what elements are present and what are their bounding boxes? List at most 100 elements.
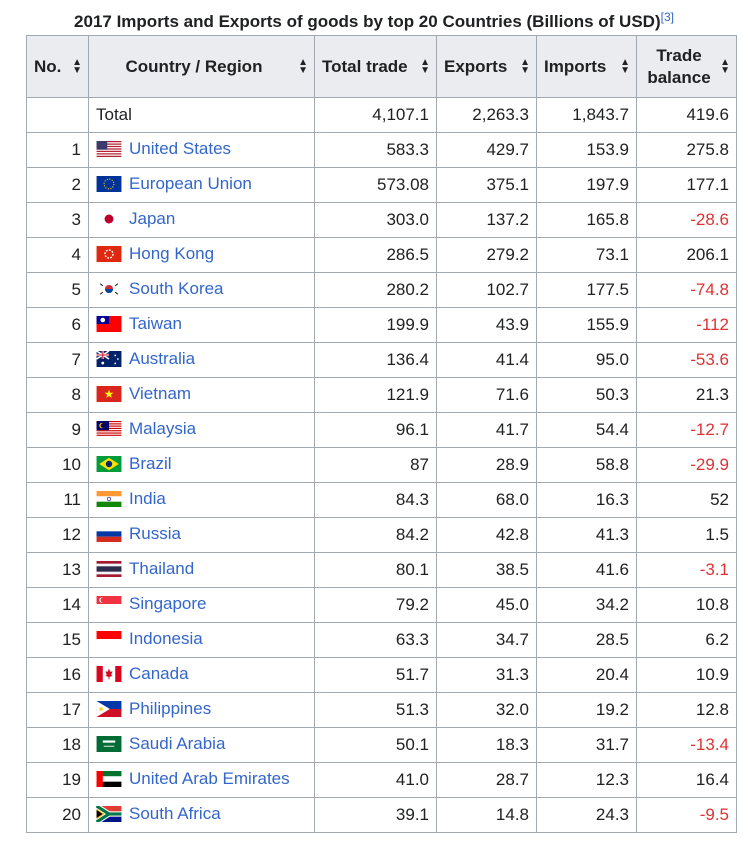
imports-cell: 165.8 [536, 202, 637, 238]
country-link[interactable]: Malaysia [129, 418, 197, 438]
japan-flag-icon [96, 210, 122, 232]
rank-cell: 14 [26, 587, 89, 623]
trade-balance-cell: -53.6 [636, 342, 737, 378]
country-link[interactable]: South Africa [129, 803, 221, 823]
header-no[interactable]: No. ▲ ▼ [26, 35, 89, 98]
table-row: 4 Hong Kong 286.5 279.2 73.1 206.1 [26, 237, 737, 273]
country-cell[interactable]: European Union [88, 167, 315, 203]
brazil-flag-icon [96, 455, 122, 477]
rank-cell: 19 [26, 762, 89, 798]
exports-cell: 43.9 [436, 307, 537, 343]
country-cell[interactable]: South Africa [88, 797, 315, 833]
total-trade-cell: 63.3 [314, 622, 437, 658]
trade-balance-cell: 206.1 [636, 237, 737, 273]
philippines-flag-icon [96, 700, 122, 722]
country-cell[interactable]: United Arab Emirates [88, 762, 315, 798]
country-link[interactable]: Taiwan [129, 313, 182, 333]
table-row: 1 United States 583.3 429.7 153.9 275.8 [26, 132, 737, 168]
imports-cell: 24.3 [536, 797, 637, 833]
country-cell[interactable]: Vietnam [88, 377, 315, 413]
country-link[interactable]: Indonesia [129, 628, 203, 648]
country-link[interactable]: Canada [129, 663, 189, 683]
sort-icon[interactable]: ▲ ▼ [420, 56, 430, 76]
country-link[interactable]: Thailand [129, 558, 195, 578]
country-link[interactable]: Russia [129, 523, 181, 543]
total-trade-cell: 303.0 [314, 202, 437, 238]
exports-cell: 38.5 [436, 552, 537, 588]
table-row: 2 European Union 573.08 375.1 197.9 177.1 [26, 167, 737, 203]
sort-icon[interactable]: ▲ ▼ [620, 56, 630, 76]
exports-cell: 41.4 [436, 342, 537, 378]
country-link[interactable]: Vietnam [129, 383, 192, 403]
country-link[interactable]: Saudi Arabia [129, 733, 226, 753]
rank-cell: 17 [26, 692, 89, 728]
imports-cell: 41.3 [536, 517, 637, 553]
reference-link[interactable]: [3] [660, 10, 674, 24]
country-link[interactable]: Philippines [129, 698, 212, 718]
country-cell[interactable]: Brazil [88, 447, 315, 483]
imports-cell: 19.2 [536, 692, 637, 728]
imports-cell: 41.6 [536, 552, 637, 588]
total-no-cell [26, 97, 89, 133]
trade-table: No. ▲ ▼ Country / Region ▲ ▼ Total trade ▲ ▼ E… [26, 35, 737, 833]
table-row: 6 Taiwan 199.9 43.9 155.9 -112 [26, 307, 737, 343]
imports-cell: 177.5 [536, 272, 637, 308]
country-cell[interactable]: India [88, 482, 315, 518]
header-trade-balance[interactable]: Trade balance ▲ ▼ [636, 35, 737, 98]
total-trade-cell: 51.3 [314, 692, 437, 728]
exports-cell: 14.8 [436, 797, 537, 833]
country-link[interactable]: Singapore [129, 593, 207, 613]
rank-cell: 5 [26, 272, 89, 308]
country-cell[interactable]: South Korea [88, 272, 315, 308]
exports-cell: 28.9 [436, 447, 537, 483]
country-link[interactable]: United Arab Emirates [129, 768, 290, 788]
header-country[interactable]: Country / Region ▲ ▼ [88, 35, 315, 98]
country-link[interactable]: Japan [129, 208, 176, 228]
country-cell[interactable]: Canada [88, 657, 315, 693]
imports-cell: 50.3 [536, 377, 637, 413]
country-link[interactable]: European Union [129, 173, 252, 193]
total-trade-cell: 286.5 [314, 237, 437, 273]
sort-icon[interactable]: ▲ ▼ [520, 56, 530, 76]
rank-cell: 11 [26, 482, 89, 518]
rank-cell: 18 [26, 727, 89, 763]
country-cell[interactable]: Saudi Arabia [88, 727, 315, 763]
country-link[interactable]: United States [129, 138, 232, 158]
sort-icon[interactable]: ▲ ▼ [720, 56, 730, 76]
sort-icon[interactable]: ▲ ▼ [72, 56, 82, 76]
country-link[interactable]: Hong Kong [129, 243, 215, 263]
total-label: Total [88, 97, 315, 133]
country-link[interactable]: Australia [129, 348, 196, 368]
country-cell[interactable]: Russia [88, 517, 315, 553]
exports-cell: 279.2 [436, 237, 537, 273]
table-row: 9 Malaysia 96.1 41.7 54.4 -12.7 [26, 412, 737, 448]
exports-cell: 429.7 [436, 132, 537, 168]
country-cell[interactable]: Singapore [88, 587, 315, 623]
country-link[interactable]: India [129, 488, 166, 508]
trade-balance-cell: -28.6 [636, 202, 737, 238]
country-cell[interactable]: United States [88, 132, 315, 168]
header-exports[interactable]: Exports ▲ ▼ [436, 35, 537, 98]
header-imports[interactable]: Imports ▲ ▼ [536, 35, 637, 98]
country-link[interactable]: South Korea [129, 278, 224, 298]
header-total-trade[interactable]: Total trade ▲ ▼ [314, 35, 437, 98]
country-cell[interactable]: Indonesia [88, 622, 315, 658]
country-cell[interactable]: Hong Kong [88, 237, 315, 273]
country-cell[interactable]: Thailand [88, 552, 315, 588]
country-cell[interactable]: Taiwan [88, 307, 315, 343]
imports-cell: 12.3 [536, 762, 637, 798]
malaysia-flag-icon [96, 420, 122, 442]
country-cell[interactable]: Japan [88, 202, 315, 238]
rank-cell: 8 [26, 377, 89, 413]
country-cell[interactable]: Philippines [88, 692, 315, 728]
country-cell[interactable]: Australia [88, 342, 315, 378]
country-cell[interactable]: Malaysia [88, 412, 315, 448]
exports-cell: 102.7 [436, 272, 537, 308]
imports-cell: 153.9 [536, 132, 637, 168]
country-link[interactable]: Brazil [129, 453, 172, 473]
trade-balance-cell: 16.4 [636, 762, 737, 798]
total-exports-cell: 2,263.3 [436, 97, 537, 133]
sort-icon[interactable]: ▲ ▼ [298, 56, 308, 76]
rank-cell: 20 [26, 797, 89, 833]
exports-cell: 375.1 [436, 167, 537, 203]
